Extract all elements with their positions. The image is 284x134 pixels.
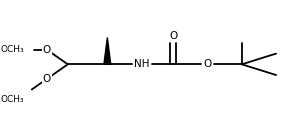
Text: OCH₃: OCH₃ <box>1 45 24 54</box>
Polygon shape <box>104 38 111 64</box>
Text: OCH₃: OCH₃ <box>1 95 24 104</box>
Text: O: O <box>169 31 178 41</box>
Text: O: O <box>203 59 212 69</box>
Text: O: O <box>43 74 51 84</box>
Text: NH: NH <box>134 59 149 69</box>
Text: O: O <box>43 45 51 55</box>
